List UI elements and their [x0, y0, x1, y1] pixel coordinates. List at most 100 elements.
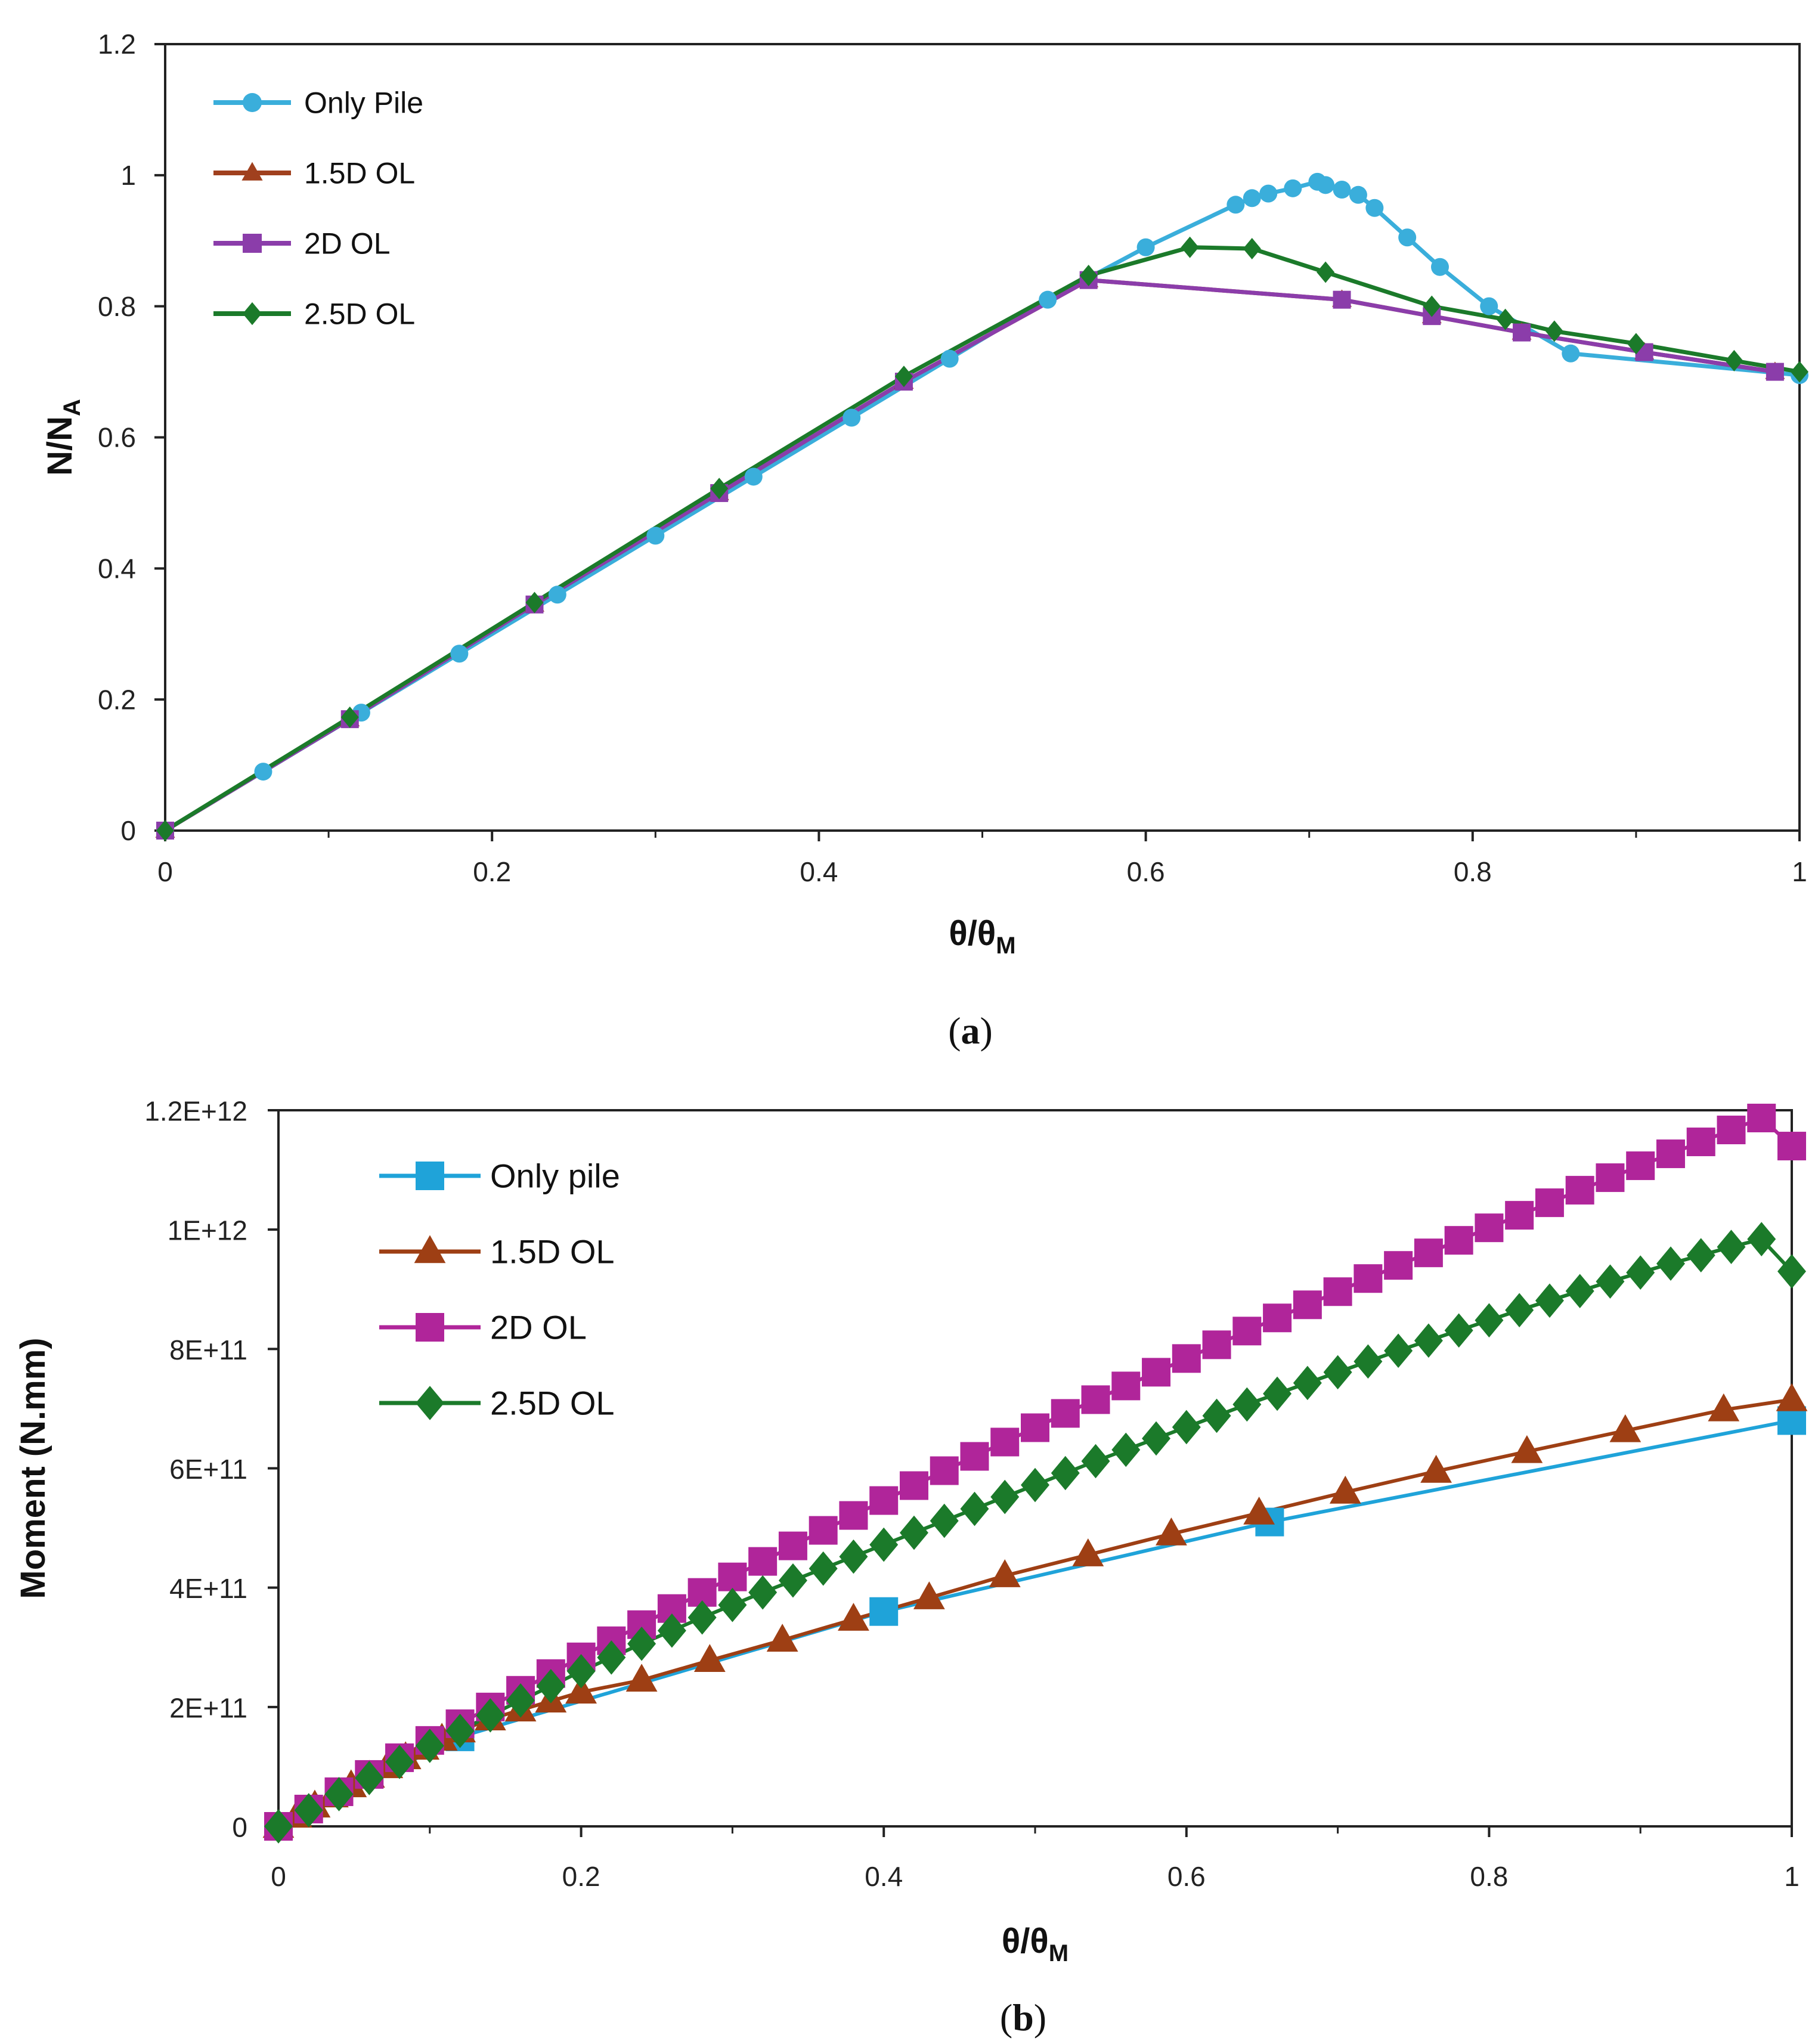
data-point	[1323, 1277, 1352, 1306]
data-point	[940, 349, 959, 368]
data-point	[1232, 1387, 1262, 1422]
data-point	[1626, 1255, 1655, 1290]
data-point	[1766, 363, 1784, 381]
data-point	[1259, 184, 1278, 203]
x-tick-label: 0	[271, 1861, 286, 1892]
data-point	[1172, 1410, 1201, 1445]
legend-label: 1.5D OL	[490, 1233, 615, 1271]
data-point	[1444, 1226, 1473, 1255]
data-point	[1333, 290, 1351, 309]
series-line-1	[164, 278, 1776, 832]
data-point	[1656, 1139, 1685, 1169]
data-point	[1717, 1116, 1746, 1145]
chart-panel-a: 0 0.2 0.4 0.6 0.8 1 0 0.2 0.4 0.6 0.8 1 1.2 Only Pile…	[41, 29, 1808, 1052]
y-tick-label: 4E+11	[169, 1573, 247, 1604]
y-tick-label: 6E+11	[169, 1454, 247, 1485]
data-point	[748, 1575, 778, 1610]
x-tick-label: 0.4	[865, 1861, 903, 1892]
data-point	[156, 820, 174, 841]
y-tick-label: 0.4	[98, 553, 136, 584]
data-point	[1708, 1393, 1740, 1421]
x-tick-label: 0.8	[1454, 856, 1492, 887]
data-point	[1444, 1313, 1473, 1348]
data-point	[294, 1793, 323, 1828]
data-point	[839, 1539, 868, 1574]
x-tick-label: 1	[1792, 856, 1807, 887]
data-point	[1081, 1444, 1110, 1479]
legend-label: 2D OL	[490, 1309, 587, 1346]
data-point	[1725, 349, 1743, 371]
x-tick-label: 1	[1784, 1861, 1800, 1892]
data-point	[718, 1562, 747, 1591]
legend-marker	[414, 1235, 446, 1263]
data-point	[1384, 1251, 1413, 1280]
data-point	[1626, 1151, 1655, 1181]
data-point	[1505, 1293, 1534, 1328]
data-point	[1414, 1238, 1443, 1268]
y-tick-label: 1.2E+12	[144, 1096, 247, 1127]
data-point	[778, 1563, 807, 1598]
data-point	[1111, 1371, 1141, 1401]
data-point	[1227, 196, 1245, 214]
data-point	[1480, 297, 1498, 315]
data-point	[990, 1427, 1020, 1457]
legend-marker	[243, 234, 262, 253]
data-point	[324, 1777, 354, 1811]
data-point	[960, 1491, 989, 1526]
data-point	[1791, 361, 1808, 383]
data-point	[843, 408, 861, 427]
data-point	[1021, 1467, 1049, 1503]
data-point	[718, 1587, 747, 1622]
data-point	[1747, 1222, 1776, 1256]
data-point	[899, 1515, 928, 1550]
data-point	[646, 527, 665, 545]
data-point	[1414, 1323, 1443, 1358]
data-point	[1243, 237, 1261, 259]
series-line-2	[164, 278, 1776, 832]
data-point	[1565, 1176, 1594, 1205]
x-tick-label: 0.2	[562, 1861, 600, 1892]
data-point	[415, 1729, 444, 1763]
data-point	[1423, 295, 1441, 317]
data-point	[1596, 1163, 1625, 1193]
data-point	[340, 706, 359, 728]
data-point	[1142, 1358, 1171, 1387]
data-point	[625, 1664, 658, 1692]
y-tick-label: 0	[120, 815, 136, 846]
data-point	[1079, 265, 1098, 287]
data-point	[1142, 1421, 1171, 1456]
data-point	[536, 1669, 565, 1704]
data-point	[766, 1624, 798, 1652]
data-point	[355, 1761, 384, 1795]
y-tick-label: 1.2	[98, 29, 136, 60]
data-point	[1111, 1432, 1141, 1467]
data-point	[1051, 1455, 1080, 1491]
x-tick-label: 0	[157, 856, 173, 887]
data-point	[1475, 1213, 1504, 1243]
data-point	[627, 1626, 656, 1661]
data-point	[1398, 228, 1417, 247]
chart-panel-b: 0 0.2 0.4 0.6 0.8 1 0 2E+11 4E+11 6E+11 8E+11 1E+12…	[14, 1096, 1808, 2039]
legend-marker	[416, 1162, 444, 1190]
data-point	[1317, 176, 1335, 194]
data-point	[1717, 1230, 1746, 1264]
data-point	[1354, 1264, 1383, 1293]
legend-marker	[416, 1313, 444, 1342]
x-tick-label: 0.6	[1167, 1861, 1206, 1892]
data-point	[1333, 181, 1351, 199]
data-point	[960, 1442, 989, 1471]
data-point	[1686, 1238, 1715, 1273]
data-point	[744, 467, 763, 486]
panel-label: (b)	[1000, 1996, 1046, 2039]
series-line-0	[164, 179, 1800, 832]
data-point	[809, 1516, 838, 1545]
data-point	[1243, 189, 1261, 208]
data-point	[809, 1551, 838, 1586]
data-point	[1021, 1413, 1049, 1442]
data-point	[1349, 185, 1367, 204]
data-point	[748, 1547, 778, 1576]
data-point	[1156, 1517, 1187, 1546]
data-point	[450, 645, 469, 663]
legend-label: 2D OL	[304, 227, 391, 261]
x-tick-label: 0.6	[1127, 856, 1165, 887]
